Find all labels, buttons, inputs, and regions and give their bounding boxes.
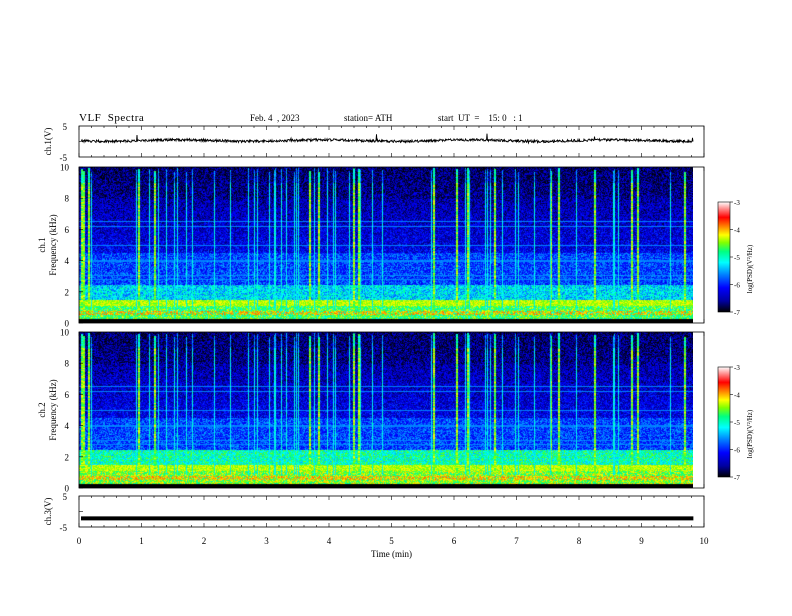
x-axis-label: Time (min)	[371, 549, 412, 559]
x-tick-label: 4	[327, 536, 332, 546]
x-tick-label: 9	[639, 536, 644, 546]
x-tick-label: 0	[77, 536, 82, 546]
ch1-waveform-line	[80, 133, 694, 145]
ch1-ylabel: ch.1(V)	[43, 128, 53, 156]
ch1-spectrogram-heatmap	[79, 167, 693, 323]
ch2-ylabel-frequency: Frequency (kHz)	[48, 379, 58, 440]
ch2-spectrogram-heatmap	[79, 332, 693, 488]
x-tick-label: 5	[389, 536, 394, 546]
station-label: station= ATH	[344, 113, 393, 123]
ch1-ylabel-channel: ch.1	[37, 237, 47, 252]
x-tick-label: 8	[577, 536, 582, 546]
ch2-ytick-label: 0	[65, 484, 70, 494]
ch1-ytick-label: 10	[60, 163, 70, 173]
ch1-ytick-label: 8	[65, 194, 70, 204]
ch2-ytick-label: 10	[60, 328, 70, 338]
ch2-colorbar-tick-label: -5	[734, 419, 740, 427]
figure-title: VLF Spectra	[79, 112, 145, 124]
ch2-ytick-label: 8	[65, 359, 70, 369]
ch1-ytick-bottom: -5	[60, 153, 68, 163]
ch1-colorbar	[717, 201, 731, 313]
ch2-ytick-label: 6	[65, 390, 70, 400]
ch1-ylabel-frequency: Frequency (kHz)	[48, 214, 58, 275]
ch1-ytick-label: 2	[65, 287, 70, 297]
x-tick-label: 1	[139, 536, 144, 546]
ch2-colorbar-tick-label: -4	[734, 392, 740, 400]
ch1-ytick-label: 4	[65, 256, 70, 266]
ch1-colorbar-tick-label: -7	[734, 309, 740, 317]
ch1-ytick-label: 6	[65, 225, 70, 235]
ch2-ytick-label: 2	[65, 452, 70, 462]
date-label: Feb. 4 , 2023	[250, 113, 300, 123]
ch1-ytick-top: 5	[63, 122, 68, 132]
ch3-ytick-bottom: -5	[60, 523, 68, 533]
x-tick-label: 7	[514, 536, 519, 546]
ch3-ylabel: ch.3(V)	[43, 498, 53, 526]
ch1-colorbar-tick-label: -6	[734, 282, 740, 290]
ch1-colorbar-tick-label: -4	[734, 227, 740, 235]
ch1-colorbar-tick-label: -3	[734, 199, 740, 207]
ch2-colorbar-tick-label: -3	[734, 364, 740, 372]
ch1-colorbar-label: log(PSD)(V²/Hz)	[746, 244, 754, 293]
ch3-ytick-top: 5	[63, 492, 68, 502]
x-tick-label: 3	[264, 536, 269, 546]
ch1-colorbar-tick-label: -5	[734, 254, 740, 262]
x-tick-label: 10	[700, 536, 710, 546]
ch1-ytick-label: 0	[65, 319, 70, 329]
x-tick-label: 2	[202, 536, 207, 546]
ch2-colorbar-label: log(PSD)(V²/Hz)	[746, 409, 754, 458]
ch2-colorbar-tick-label: -6	[734, 447, 740, 455]
start-ut-label: start UT = 15: 0 : 1	[438, 113, 523, 123]
ch2-ytick-label: 4	[65, 421, 70, 431]
ch2-colorbar-tick-label: -7	[734, 474, 740, 482]
panel-frame-4	[78, 495, 705, 528]
ch2-colorbar	[717, 366, 731, 478]
ch2-ylabel-channel: ch.2	[37, 402, 47, 417]
x-tick-label: 6	[452, 536, 457, 546]
